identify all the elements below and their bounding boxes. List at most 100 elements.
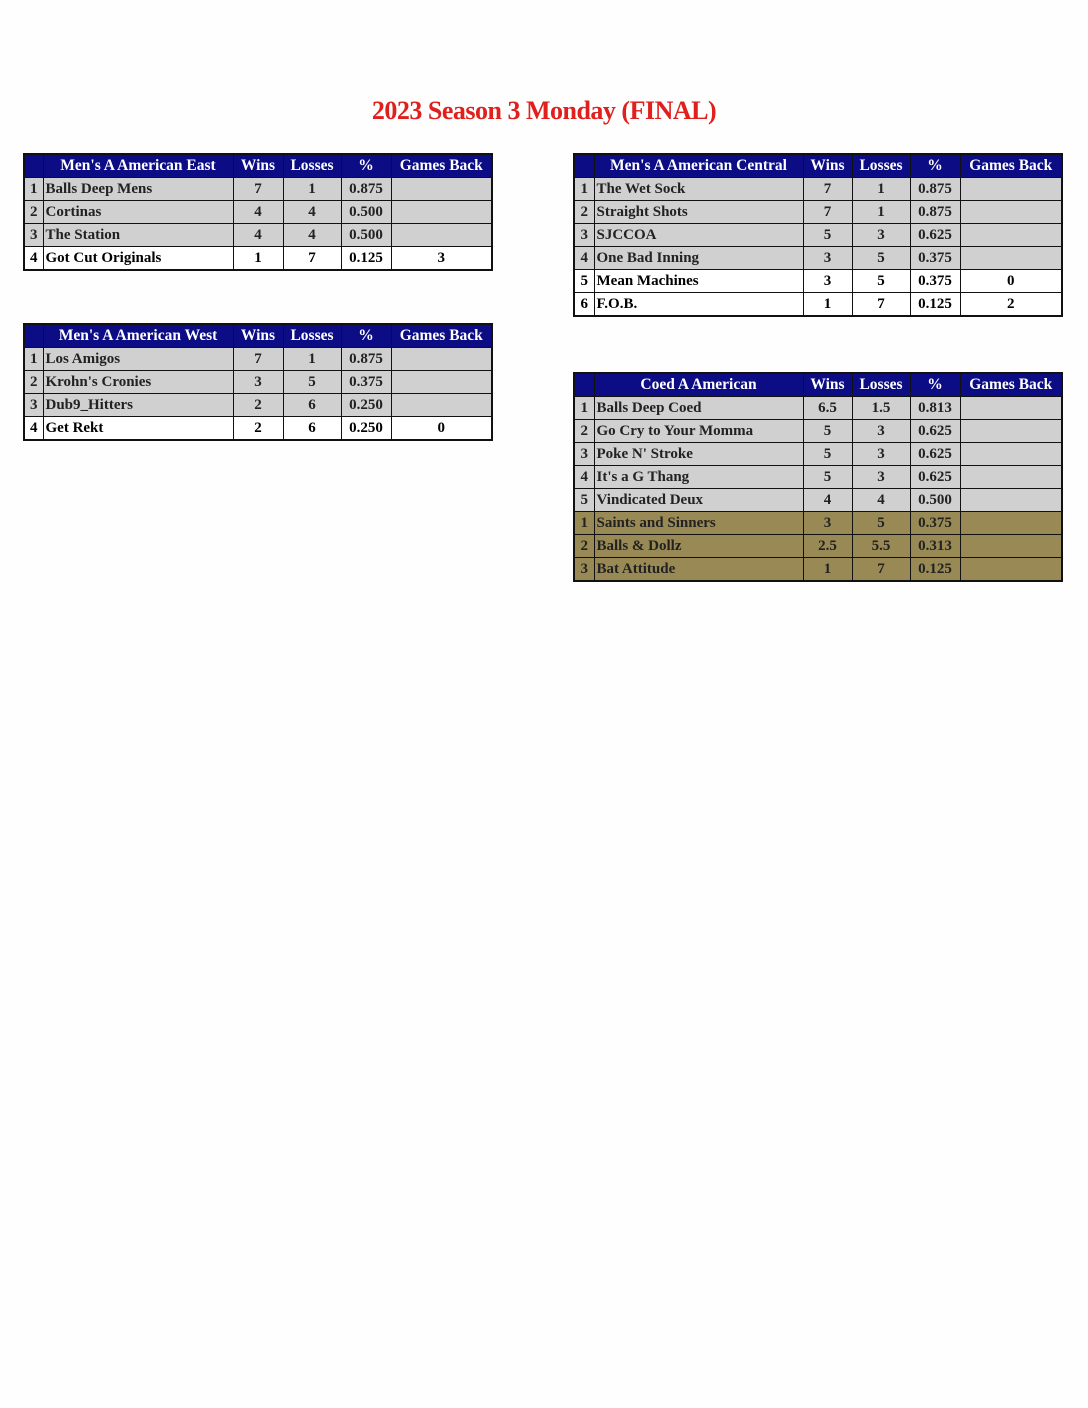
table-row: 2 Cortinas 4 4 0.500: [23, 200, 493, 224]
losses-cell: 6: [282, 416, 342, 441]
rank-cell: 2: [573, 200, 595, 224]
games-back-cell: [959, 442, 1063, 466]
column-header-games-back: Games Back: [390, 323, 493, 348]
losses-cell: 1: [282, 347, 342, 371]
table-row: 4 Get Rekt 2 6 0.250 0: [23, 416, 493, 441]
column-header-losses: Losses: [282, 323, 342, 348]
header-blank: [23, 153, 44, 178]
rank-cell: 1: [23, 177, 44, 201]
rank-cell: 4: [573, 465, 595, 489]
wins-cell: 5: [802, 465, 853, 489]
games-back-cell: [959, 488, 1063, 512]
games-back-cell: [959, 419, 1063, 443]
pct-cell: 0.125: [909, 292, 961, 317]
rank-cell: 3: [23, 393, 44, 417]
losses-cell: 3: [851, 223, 911, 247]
losses-cell: 5: [851, 269, 911, 293]
wins-cell: 3: [802, 269, 853, 293]
losses-cell: 1: [851, 177, 911, 201]
games-back-cell: [390, 393, 493, 417]
pct-cell: 0.313: [909, 534, 961, 558]
pct-cell: 0.625: [909, 223, 961, 247]
team-name-cell: Dub9_Hitters: [42, 393, 234, 417]
table-row: 3 Bat Attitude 1 7 0.125: [573, 557, 1063, 582]
wins-cell: 3: [232, 370, 284, 394]
team-name-cell: Bat Attitude: [593, 557, 804, 582]
page-title: 2023 Season 3 Monday (FINAL): [371, 96, 717, 125]
team-name-cell: Get Rekt: [42, 416, 234, 441]
rank-cell: 6: [573, 292, 595, 317]
column-header-pct: %: [340, 323, 392, 348]
column-header-losses: Losses: [851, 153, 911, 178]
pct-cell: 0.250: [340, 393, 392, 417]
pct-cell: 0.375: [340, 370, 392, 394]
division-name: Coed A American: [593, 372, 804, 397]
rank-cell: 1: [573, 396, 595, 420]
pct-cell: 0.875: [340, 177, 392, 201]
column-header-wins: Wins: [232, 323, 284, 348]
header-row: Coed A American Wins Losses% Games Back: [573, 372, 1063, 397]
pct-cell: 0.625: [909, 419, 961, 443]
header-blank: [23, 323, 44, 348]
division-name: Men's A American West: [42, 323, 234, 348]
wins-cell: 4: [232, 200, 284, 224]
rank-cell: 3: [23, 223, 44, 247]
standings-table-east: Men's A American East Wins Losses% Games Ba…: [23, 153, 493, 271]
team-name-cell: Go Cry to Your Momma: [593, 419, 804, 443]
team-name-cell: Poke N' Stroke: [593, 442, 804, 466]
team-name-cell: One Bad Inning: [593, 246, 804, 270]
division-name: Men's A American East: [42, 153, 234, 178]
games-back-cell: [959, 465, 1063, 489]
table-row: 1 Balls Deep Mens 7 1 0.875: [23, 177, 493, 201]
wins-cell: 1: [802, 292, 853, 317]
wins-cell: 2: [232, 393, 284, 417]
wins-cell: 7: [232, 347, 284, 371]
games-back-cell: [390, 370, 493, 394]
games-back-cell: 0: [390, 416, 493, 441]
column-header-games-back: Games Back: [959, 153, 1063, 178]
rank-cell: 3: [573, 223, 595, 247]
pct-cell: 0.625: [909, 465, 961, 489]
team-name-cell: Los Amigos: [42, 347, 234, 371]
rank-cell: 2: [573, 534, 595, 558]
table-row: 6 F.O.B. 1 7 0.125 2: [573, 292, 1063, 317]
rank-cell: 2: [23, 200, 44, 224]
table-row: 1 The Wet Sock 7 1 0.875: [573, 177, 1063, 201]
table-row: 2 Krohn's Cronies 3 5 0.375: [23, 370, 493, 394]
table-row: 4 Got Cut Originals 1 7 0.125 3: [23, 246, 493, 271]
games-back-cell: [959, 396, 1063, 420]
wins-cell: 4: [802, 488, 853, 512]
table-row: 4 It's a G Thang 5 3 0.625: [573, 465, 1063, 489]
wins-cell: 1: [802, 557, 853, 582]
pct-cell: 0.875: [340, 347, 392, 371]
table-row: 5 Vindicated Deux 4 4 0.500: [573, 488, 1063, 512]
losses-cell: 1.5: [851, 396, 911, 420]
column-header-pct: %: [909, 153, 961, 178]
wins-cell: 3: [802, 511, 853, 535]
losses-cell: 4: [282, 200, 342, 224]
losses-cell: 5.5: [851, 534, 911, 558]
losses-cell: 1: [851, 200, 911, 224]
wins-cell: 7: [802, 177, 853, 201]
rank-cell: 4: [23, 246, 44, 271]
team-name-cell: The Wet Sock: [593, 177, 804, 201]
pct-cell: 0.250: [340, 416, 392, 441]
table-row: 1 Saints and Sinners 3 5 0.375: [573, 511, 1063, 535]
wins-cell: 3: [802, 246, 853, 270]
table-row: 3 SJCCOA 5 3 0.625: [573, 223, 1063, 247]
losses-cell: 3: [851, 442, 911, 466]
games-back-cell: [390, 177, 493, 201]
team-name-cell: Krohn's Cronies: [42, 370, 234, 394]
rank-cell: 1: [23, 347, 44, 371]
games-back-cell: [959, 177, 1063, 201]
column-header-losses: Losses: [851, 372, 911, 397]
games-back-cell: 0: [959, 269, 1063, 293]
games-back-cell: [959, 511, 1063, 535]
losses-cell: 1: [282, 177, 342, 201]
wins-cell: 7: [802, 200, 853, 224]
rank-cell: 3: [573, 442, 595, 466]
header-blank: [573, 153, 595, 178]
column-header-wins: Wins: [802, 153, 853, 178]
table-row: 3 Poke N' Stroke 5 3 0.625: [573, 442, 1063, 466]
losses-cell: 4: [851, 488, 911, 512]
